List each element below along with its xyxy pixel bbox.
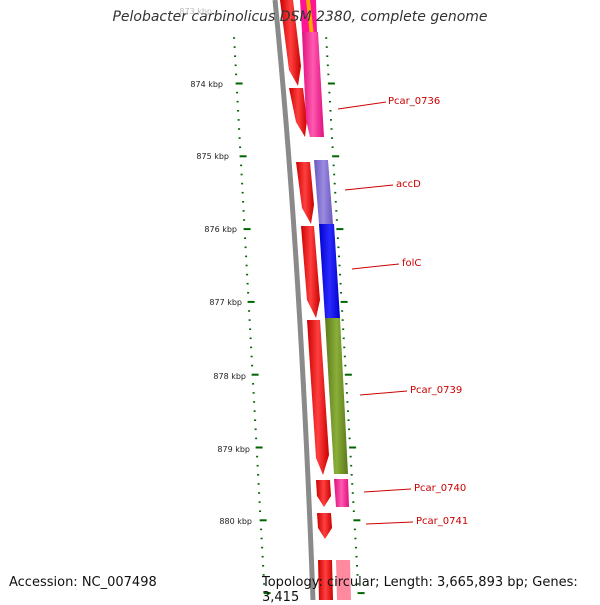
genome-summary-text: Topology: circular; Length: 3,665,893 bp… [262,575,578,605]
leader-pcar-0736 [337,101,387,110]
gene-arrow-red-4 [301,226,320,318]
scale-ticks-right [325,37,365,595]
scale-label: 874 kbp [190,80,223,89]
scale-label: 879 kbp [217,445,250,454]
scale-label: 880 kbp [219,517,252,526]
scale-label: 878 kbp [213,372,246,381]
scale-label: 876 kbp [204,225,237,234]
gene-label-pcar-0736[interactable]: Pcar_0736 [388,96,441,107]
gene-block-pcar-0736 [302,32,324,137]
genome-backbone [272,0,316,601]
scale-label: 873 kbp [179,7,212,16]
gene-arrow-red-3 [296,162,314,224]
gene-label-accD[interactable]: accD [396,179,421,190]
gene-arrow-red-7 [317,513,332,539]
gene-label-pcar-0741[interactable]: Pcar_0741 [416,516,469,527]
scale-ticks-left [233,37,271,595]
gene-arrow-red-8 [318,560,333,600]
map-title: Pelobacter carbinolicus DSM 2380, comple… [112,9,488,25]
leader-folC [351,263,400,270]
leader-pcar-0741 [365,521,414,525]
gene-arrow-red-1 [280,0,301,86]
gene-block-accD [314,160,333,224]
gene-label-pcar-0740[interactable]: Pcar_0740 [414,483,467,494]
accession-text: Accession: NC_007498 [9,575,157,590]
gene-label-folC[interactable]: folC [402,258,422,269]
gene-arrow-red-5 [307,320,329,475]
gene-block-bottom-pink [336,560,351,600]
gene-block-pcar-0739 [325,318,348,474]
leader-pcar-0739 [359,390,408,396]
gene-arrow-red-2 [289,88,307,137]
gene-block-folC [319,224,340,318]
scale-label: 875 kbp [196,152,229,161]
gene-block-pcar-0740 [334,479,349,507]
scale-label: 877 kbp [209,298,242,307]
leader-accD [344,184,394,191]
leader-pcar-0740 [363,488,412,493]
gene-label-pcar-0739[interactable]: Pcar_0739 [410,385,463,396]
gene-arrow-red-6 [316,480,331,507]
